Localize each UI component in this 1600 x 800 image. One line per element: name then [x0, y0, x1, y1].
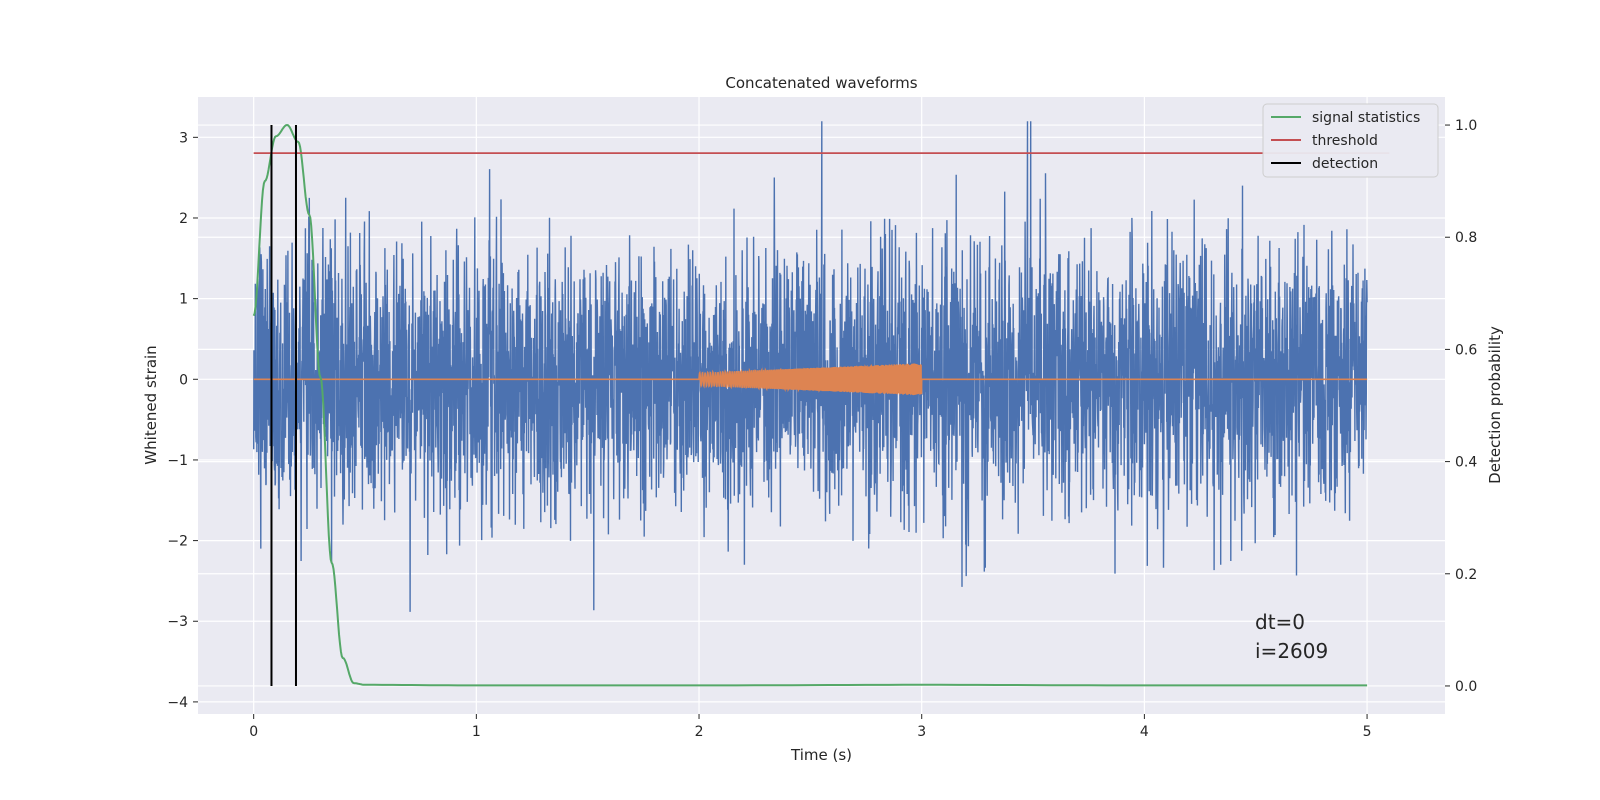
legend-label-threshold: threshold — [1312, 133, 1378, 149]
y-tick-label-left: 1 — [179, 292, 188, 308]
y-tick-label-left: −2 — [167, 534, 188, 550]
x-axis: 0 1 2 3 4 5 — [249, 714, 1372, 740]
legend-box — [1262, 103, 1439, 178]
y-tick-label-right: 0.8 — [1455, 230, 1477, 246]
series-template — [253, 363, 1368, 396]
left-axis: 3 2 1 0 −1 −2 −3 −4 — [167, 130, 198, 711]
y-tick-label-right: 0.6 — [1455, 342, 1477, 358]
y-axis-label-right: Detection probability — [1486, 326, 1504, 484]
right-axis: 1.0 0.8 0.6 0.4 0.2 0.0 — [1445, 118, 1477, 695]
plot-area — [252, 121, 1390, 687]
series-signal-statistics — [252, 123, 1368, 687]
chart-title: Concatenated waveforms — [725, 74, 917, 92]
annotations: dt=0 i=2609 — [1255, 610, 1328, 663]
legend-label-detection: detection — [1312, 156, 1378, 172]
x-tick-label: 4 — [1140, 724, 1149, 740]
x-tick-label: 2 — [695, 724, 704, 740]
annotation-index: i=2609 — [1255, 639, 1328, 663]
y-tick-label-left: 0 — [179, 372, 188, 388]
y-tick-label-right: 1.0 — [1455, 118, 1477, 134]
annotation-dt: dt=0 — [1255, 610, 1305, 634]
x-tick-label: 1 — [472, 724, 481, 740]
y-tick-label-left: −1 — [167, 453, 188, 469]
y-tick-label-right: 0.2 — [1455, 567, 1477, 583]
y-tick-label-left: 3 — [179, 130, 188, 146]
y-tick-label-right: 0.0 — [1455, 679, 1477, 695]
y-tick-label-left: 2 — [179, 211, 188, 227]
x-tick-label: 0 — [249, 724, 258, 740]
legend-label-signal-statistics: signal statistics — [1312, 110, 1420, 126]
y-tick-label-left: −4 — [167, 695, 188, 711]
y-tick-label-left: −3 — [167, 614, 188, 630]
y-tick-label-right: 0.4 — [1455, 455, 1477, 471]
x-tick-label: 3 — [917, 724, 926, 740]
x-tick-label: 5 — [1363, 724, 1372, 740]
x-axis-label: Time (s) — [790, 746, 852, 764]
legend: signal statistics threshold detection — [1262, 103, 1439, 178]
y-axis-label: Whitened strain — [142, 345, 160, 464]
